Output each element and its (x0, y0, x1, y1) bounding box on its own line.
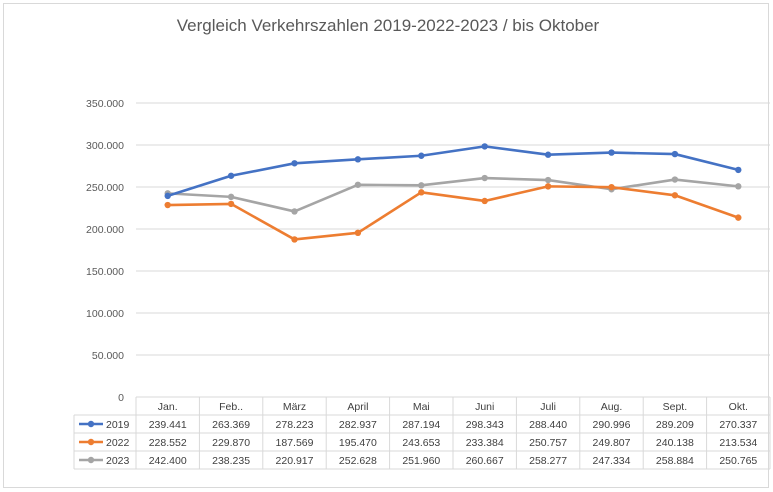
data-table-value: 187.569 (276, 437, 314, 449)
data-point-2023 (671, 176, 679, 183)
data-point-2019 (291, 160, 298, 167)
y-tick-label: 300.000 (86, 140, 124, 152)
data-point-2022 (608, 183, 615, 191)
series-name: 2022 (106, 437, 130, 449)
x-tick-label: Sept. (663, 401, 688, 413)
data-table-value: 213.534 (719, 437, 757, 449)
data-point-2022 (544, 183, 552, 190)
y-tick-label: 350.000 (86, 98, 124, 110)
legend-key-marker (87, 438, 95, 446)
data-table-value: 252.628 (339, 455, 377, 467)
data-table-value: 278.223 (276, 419, 314, 431)
x-tick-label: Jan. (158, 401, 178, 413)
data-table-value: 260.667 (466, 455, 504, 467)
x-tick-label: März (283, 401, 306, 413)
data-table-value: 229.870 (212, 437, 250, 449)
data-point-2023 (735, 183, 742, 190)
x-tick-label: April (347, 401, 368, 413)
data-point-2019 (354, 156, 362, 163)
data-table-value: 250.765 (719, 455, 757, 467)
x-tick-label: Mai (413, 401, 430, 413)
y-axis: 0 50.000 100.000 150.000 200.000 250.000 300.0… (86, 98, 124, 404)
data-point-2022 (227, 200, 235, 208)
data-table-value: 250.757 (529, 437, 567, 449)
data-table-value: 282.937 (339, 419, 377, 431)
data-point-2023 (418, 182, 425, 189)
y-tick-label: 50.000 (92, 350, 124, 362)
x-tick-label: Juni (475, 401, 494, 413)
data-table-value: 220.917 (276, 455, 314, 467)
data-table-value: 233.384 (466, 437, 504, 449)
data-point-2023 (481, 174, 488, 182)
series-line-2022 (166, 185, 740, 241)
data-point-2023 (354, 181, 362, 188)
legend-key-marker (87, 456, 95, 464)
data-table: Jan. Feb.. März April Mai Juni Juli Aug. Sept. Ok… (73, 396, 771, 470)
data-point-2022 (481, 197, 488, 205)
data-point-2022 (735, 214, 742, 221)
data-point-2019 (164, 192, 171, 200)
y-tick-label: 100.000 (86, 308, 124, 320)
data-point-2022 (164, 201, 171, 209)
data-table-value: 288.440 (529, 419, 567, 431)
chart-frame (3, 3, 769, 488)
data-table-value: 242.400 (149, 455, 187, 467)
data-point-2019 (544, 151, 552, 158)
data-point-2019 (418, 152, 425, 159)
data-table-value: 289.209 (656, 419, 694, 431)
data-table-value: 298.343 (466, 419, 504, 431)
data-table-value: 238.235 (212, 455, 250, 467)
series-line-2023 (166, 176, 740, 213)
y-tick-label: 250.000 (86, 182, 124, 194)
data-table-value: 258.884 (656, 455, 694, 467)
x-tick-label: Okt. (729, 401, 748, 413)
legend-key-marker (87, 420, 95, 428)
data-point-2022 (418, 189, 425, 196)
data-point-2023 (227, 193, 235, 201)
x-tick-label: Feb.. (219, 401, 243, 413)
data-point-2019 (481, 143, 488, 150)
data-table-value: 251.960 (402, 455, 440, 467)
data-table-value: 243.653 (402, 437, 440, 449)
data-table-value: 228.552 (149, 437, 187, 449)
series-name: 2019 (106, 419, 130, 431)
y-tick-label: 150.000 (86, 266, 124, 278)
data-table-value: 249.807 (593, 437, 631, 449)
data-point-2023 (291, 208, 298, 215)
x-tick-label: Juli (540, 401, 556, 413)
data-table-value: 258.277 (529, 455, 567, 467)
data-point-2023 (544, 176, 552, 184)
y-tick-label: 200.000 (86, 224, 124, 236)
y-tick-label: 0 (118, 392, 124, 404)
data-table-value: 287.194 (402, 419, 440, 431)
data-table-value: 240.138 (656, 437, 694, 449)
data-point-2022 (671, 192, 679, 199)
data-point-2019 (735, 166, 742, 174)
gridlines (136, 102, 770, 356)
data-point-2022 (354, 229, 362, 237)
data-table-value: 290.996 (593, 419, 631, 431)
plot-area (164, 143, 742, 243)
data-table-value: 270.337 (719, 419, 757, 431)
data-table-value: 247.334 (593, 455, 631, 467)
data-table-value: 263.369 (212, 419, 250, 431)
data-point-2022 (291, 236, 298, 243)
data-point-2019 (671, 150, 679, 158)
series-line-2019 (166, 145, 740, 198)
data-table-value: 239.441 (149, 419, 187, 431)
chart-title: Vergleich Verkehrszahlen 2019-2022-2023 … (177, 16, 600, 35)
series-name: 2023 (106, 455, 130, 467)
x-tick-label: Aug. (601, 401, 623, 413)
data-point-2019 (608, 149, 615, 156)
data-point-2019 (227, 172, 235, 179)
data-table-value: 195.470 (339, 437, 377, 449)
